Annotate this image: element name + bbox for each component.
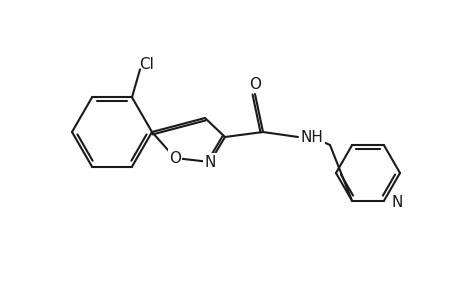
Text: NH: NH [300,130,323,145]
Text: Cl: Cl [139,57,154,72]
Text: O: O [168,151,180,166]
Text: O: O [248,76,260,92]
Text: N: N [204,154,215,169]
Text: N: N [391,195,403,210]
